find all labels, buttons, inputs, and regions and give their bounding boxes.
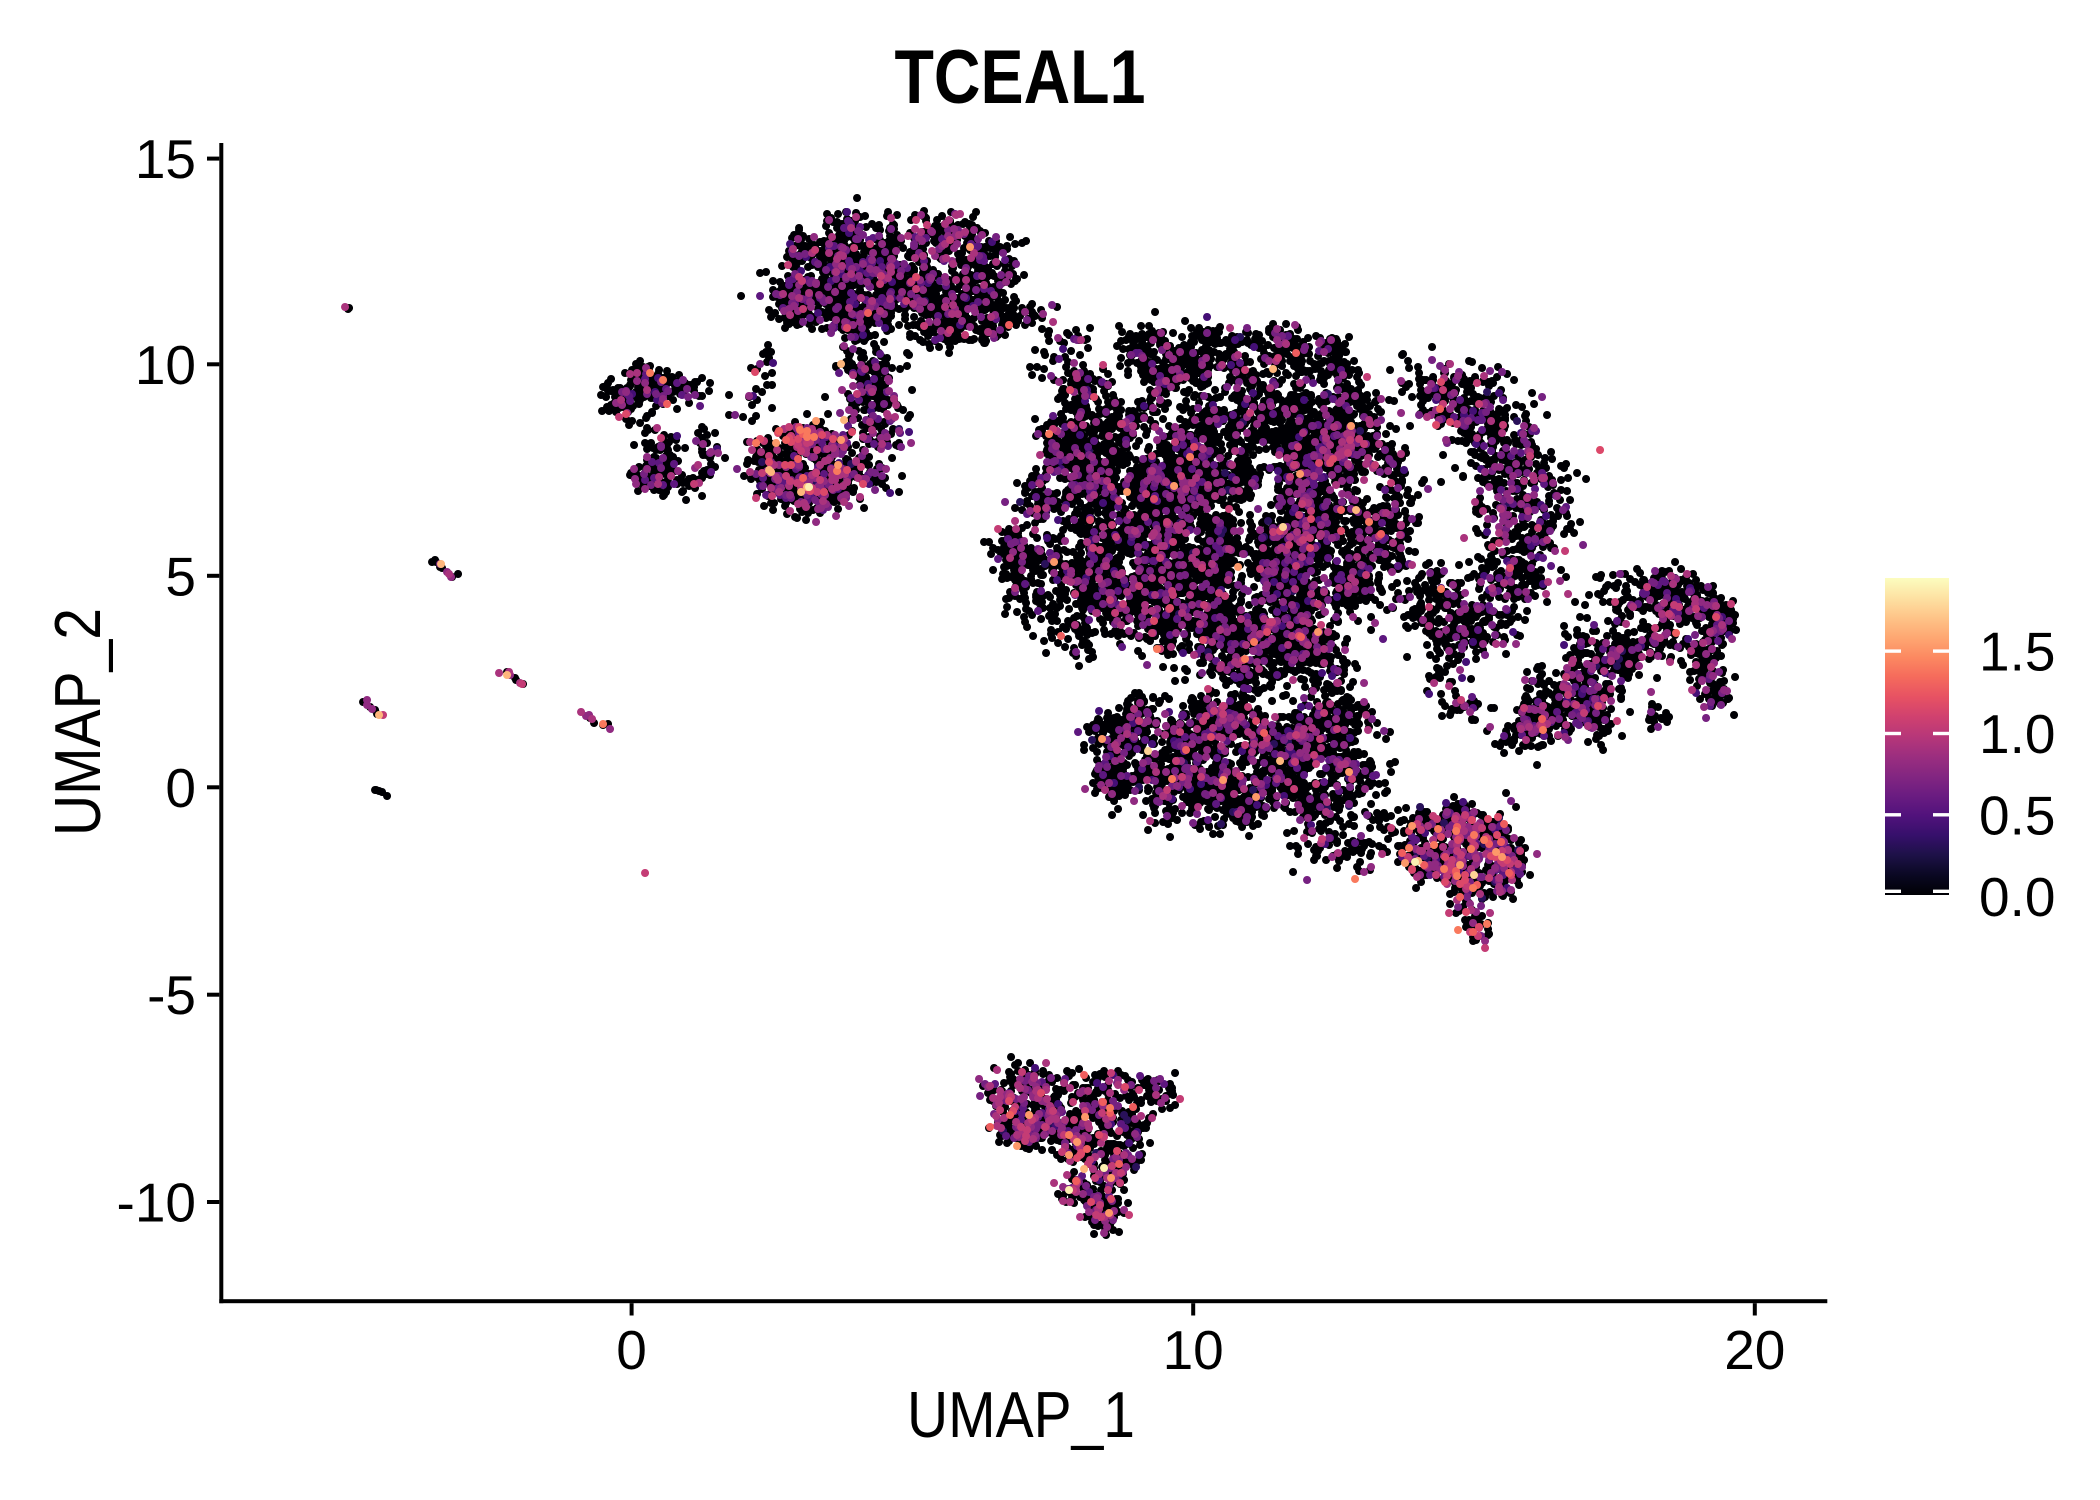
svg-text:-5: -5	[147, 964, 196, 1026]
svg-text:-10: -10	[117, 1172, 197, 1234]
svg-text:0: 0	[616, 1319, 647, 1381]
svg-text:TCEAL1: TCEAL1	[895, 35, 1146, 120]
svg-text:0: 0	[165, 757, 196, 819]
svg-text:0.5: 0.5	[1979, 784, 2055, 846]
svg-text:20: 20	[1724, 1319, 1785, 1381]
svg-text:1.5: 1.5	[1979, 621, 2055, 683]
svg-text:10: 10	[135, 334, 196, 396]
svg-text:UMAP_2: UMAP_2	[41, 608, 114, 836]
svg-text:15: 15	[135, 128, 196, 190]
svg-text:5: 5	[165, 545, 196, 607]
svg-text:0.0: 0.0	[1979, 866, 2055, 928]
svg-text:1.0: 1.0	[1979, 703, 2055, 765]
svg-text:UMAP_1: UMAP_1	[907, 1378, 1135, 1451]
svg-text:10: 10	[1163, 1319, 1224, 1381]
